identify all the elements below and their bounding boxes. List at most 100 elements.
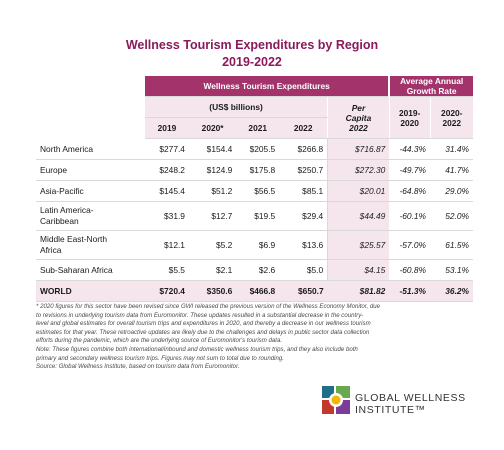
gwi-logo-icon — [322, 386, 350, 414]
header-row-1: Wellness Tourism Expenditures Average An… — [36, 76, 473, 97]
world-total-row: WORLD $720.4 $350.6 $466.8 $650.7 $81.82… — [36, 280, 473, 302]
header-g1-line-2: 2020 — [400, 117, 419, 128]
table-row: North America $277.4 $154.4 $205.5 $266.… — [36, 138, 473, 160]
value-2022: $266.8 — [279, 138, 329, 160]
value-2021: $56.5 — [236, 180, 280, 202]
header-expenditures: Wellness Tourism Expenditures — [144, 76, 390, 97]
value-2020: $350.6 — [188, 280, 237, 302]
footnote-line: efforts during the pandemic, which are t… — [36, 337, 283, 345]
footnotes: * 2020 figures for this sector have been… — [36, 303, 468, 372]
header-growth-line-1: Average Annual — [400, 76, 464, 86]
value-2021: $2.6 — [236, 259, 280, 281]
region-name: North America — [36, 138, 145, 160]
value-2022: $13.6 — [279, 230, 329, 260]
value-2020: $5.2 — [188, 230, 237, 260]
header-year-2022: 2022 — [279, 117, 328, 139]
logo-text-line-1: GLOBAL WELLNESS — [355, 392, 466, 404]
footnote-line: Note: These figures combine both interna… — [36, 345, 358, 353]
header-g1-line-1: 2019- — [398, 107, 421, 118]
value-per-capita: $25.57 — [327, 230, 390, 260]
growth-2019-2020: -44.3% — [389, 138, 431, 160]
value-per-capita: $44.49 — [327, 201, 390, 231]
value-2022: $85.1 — [279, 180, 329, 202]
growth-2020-2022: 29.0% — [430, 180, 473, 202]
header-g2-line-1: 2020- — [441, 107, 463, 118]
growth-2019-2020: -64.8% — [389, 180, 431, 202]
table-row: Europe $248.2 $124.9 $175.8 $250.7 $272.… — [36, 159, 473, 181]
growth-2019-2020: -49.7% — [389, 159, 431, 181]
table-row: Sub-Saharan Africa $5.5 $2.1 $2.6 $5.0 $… — [36, 259, 473, 281]
growth-2020-2022: 31.4% — [430, 138, 473, 160]
value-2022: $650.7 — [279, 280, 328, 302]
region-name: Asia-Pacific — [36, 180, 145, 202]
value-2021: $175.8 — [236, 159, 280, 181]
header-growth-line-2: Growth Rate — [406, 86, 457, 96]
header-row-2: (US$ billions) Per Capita 2022 2019- 202… — [36, 96, 473, 139]
logo-text-line-2: INSTITUTE™ — [355, 404, 426, 416]
header-year-2020: 2020* — [188, 117, 237, 139]
region-name: Europe — [36, 159, 145, 181]
growth-2019-2020: -60.8% — [389, 259, 431, 281]
header-percap-line-3: 2022 — [349, 122, 368, 133]
header-growth-2019-2020: 2019- 2020 — [388, 96, 431, 139]
value-per-capita: $20.01 — [327, 180, 390, 202]
footnote-line: * 2020 figures for this sector have been… — [36, 303, 381, 310]
growth-2020-2022: 61.5% — [430, 230, 473, 260]
value-2019: $248.2 — [144, 159, 189, 181]
value-2020: $2.1 — [188, 259, 237, 281]
header-units: (US$ billions) — [144, 96, 328, 118]
footnote-line: Source: Global Wellness Institute, based… — [36, 363, 240, 371]
value-2019: $12.1 — [144, 230, 189, 260]
region-name: Latin America- Caribbean — [36, 201, 145, 231]
title-line-2: 2019-2022 — [222, 55, 282, 69]
value-per-capita: $716.87 — [327, 138, 390, 160]
header-per-capita: Per Capita 2022 — [327, 96, 390, 139]
value-2022: $29.4 — [279, 201, 329, 231]
value-2020: $154.4 — [188, 138, 237, 160]
footnote-line: level and global estimates for overall t… — [36, 320, 371, 328]
value-2022: $5.0 — [279, 259, 329, 281]
table-row: Middle East-North Africa $12.1 $5.2 $6.9… — [36, 230, 473, 260]
value-per-capita: $81.82 — [327, 280, 390, 302]
page-title: Wellness Tourism Expenditures by Region … — [0, 37, 504, 71]
value-2019: $720.4 — [144, 280, 189, 302]
value-2019: $5.5 — [144, 259, 189, 281]
value-2021: $6.9 — [236, 230, 280, 260]
header-growth: Average Annual Growth Rate — [388, 76, 473, 97]
header-percap-line-2: Capita — [345, 112, 372, 123]
region-name: WORLD — [36, 280, 145, 302]
value-per-capita: $4.15 — [327, 259, 390, 281]
value-2019: $31.9 — [144, 201, 189, 231]
region-name-line-1: Latin America- — [40, 205, 94, 215]
header-growth-2020-2022: 2020- 2022 — [429, 96, 473, 139]
footnote-line: primary and secondary wellness tourism t… — [36, 354, 284, 362]
value-2021: $205.5 — [236, 138, 280, 160]
growth-2020-2022: 52.0% — [430, 201, 473, 231]
header-year-2021: 2021 — [236, 117, 280, 139]
expenditures-table: Wellness Tourism Expenditures Average An… — [36, 76, 473, 302]
value-2022: $250.7 — [279, 159, 329, 181]
value-2019: $277.4 — [144, 138, 189, 160]
footnote-line: estimates for that year. These retroacti… — [36, 328, 370, 336]
region-name-line-1: Middle East-North — [40, 234, 108, 244]
region-name-line-2: Africa — [40, 245, 62, 255]
region-name: Sub-Saharan Africa — [36, 259, 145, 281]
gwi-logo: GLOBAL WELLNESS INSTITUTE™ — [322, 385, 472, 421]
title-line-1: Wellness Tourism Expenditures by Region — [125, 38, 379, 52]
growth-2020-2022: 36.2% — [430, 280, 473, 302]
header-year-2019: 2019 — [144, 117, 189, 139]
growth-2019-2020: -60.1% — [389, 201, 431, 231]
value-2020: $51.2 — [188, 180, 237, 202]
value-per-capita: $272.30 — [327, 159, 390, 181]
growth-2019-2020: -51.3% — [389, 280, 431, 302]
value-2020: $12.7 — [188, 201, 237, 231]
growth-2020-2022: 53.1% — [430, 259, 473, 281]
region-name-line-2: Caribbean — [40, 216, 79, 226]
header-percap-line-1: Per — [351, 102, 366, 113]
table-row: Asia-Pacific $145.4 $51.2 $56.5 $85.1 $2… — [36, 180, 473, 202]
value-2021: $466.8 — [236, 280, 280, 302]
value-2021: $19.5 — [236, 201, 280, 231]
table-row: Latin America- Caribbean $31.9 $12.7 $19… — [36, 201, 473, 231]
footnote-line: to revisions in underlying tourism data … — [36, 311, 364, 319]
region-name: Middle East-North Africa — [36, 230, 145, 260]
